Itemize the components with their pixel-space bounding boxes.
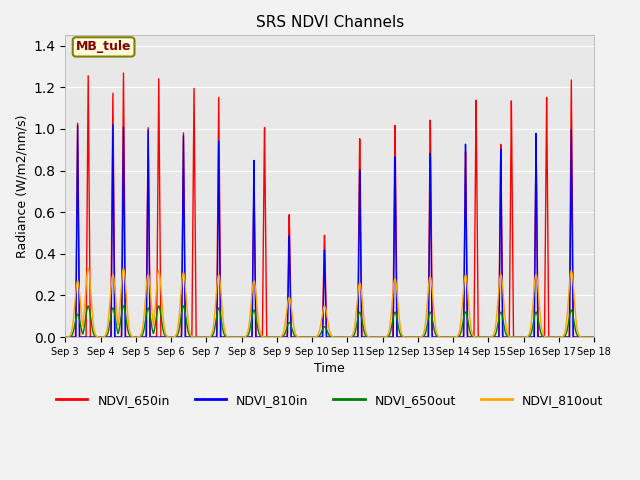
Title: SRS NDVI Channels: SRS NDVI Channels: [255, 15, 404, 30]
NDVI_810out: [84, 265, 92, 271]
NDVI_650in: [264, 334, 272, 340]
NDVI_650out: [524, 334, 531, 340]
NDVI_810out: [524, 334, 531, 340]
NDVI_650in: [122, 334, 130, 340]
NDVI_810out: [264, 334, 272, 340]
NDVI_810in: [154, 334, 161, 340]
NDVI_810in: [109, 122, 116, 128]
NDVI_810in: [524, 334, 531, 340]
Line: NDVI_810out: NDVI_810out: [65, 268, 595, 337]
Y-axis label: Radiance (W/m2/nm/s): Radiance (W/m2/nm/s): [15, 114, 28, 258]
NDVI_810out: [154, 277, 161, 283]
NDVI_810out: [580, 334, 588, 340]
NDVI_810in: [122, 334, 130, 340]
NDVI_650in: [580, 334, 588, 340]
NDVI_650in: [61, 334, 69, 340]
NDVI_650in: [591, 334, 598, 340]
NDVI_810out: [122, 285, 130, 291]
NDVI_650out: [154, 308, 161, 314]
NDVI_650out: [287, 324, 295, 329]
NDVI_810in: [61, 334, 69, 340]
NDVI_810out: [287, 303, 295, 309]
Line: NDVI_650out: NDVI_650out: [65, 306, 595, 337]
NDVI_810in: [287, 334, 295, 340]
NDVI_650out: [591, 334, 598, 340]
NDVI_650in: [120, 70, 127, 76]
NDVI_650in: [524, 334, 531, 340]
NDVI_810in: [580, 334, 588, 340]
NDVI_810out: [591, 334, 598, 340]
Line: NDVI_810in: NDVI_810in: [65, 125, 595, 337]
NDVI_810in: [591, 334, 598, 340]
NDVI_650in: [287, 328, 295, 334]
NDVI_650out: [61, 334, 69, 340]
NDVI_650out: [580, 334, 588, 340]
Text: MB_tule: MB_tule: [76, 40, 131, 53]
NDVI_650in: [154, 265, 161, 271]
NDVI_810out: [61, 334, 69, 340]
Line: NDVI_650in: NDVI_650in: [65, 73, 595, 337]
Legend: NDVI_650in, NDVI_810in, NDVI_650out, NDVI_810out: NDVI_650in, NDVI_810in, NDVI_650out, NDV…: [51, 389, 609, 412]
X-axis label: Time: Time: [314, 362, 345, 375]
NDVI_650out: [264, 334, 272, 340]
NDVI_810in: [264, 334, 272, 340]
NDVI_650out: [84, 303, 92, 309]
NDVI_650out: [122, 313, 130, 319]
